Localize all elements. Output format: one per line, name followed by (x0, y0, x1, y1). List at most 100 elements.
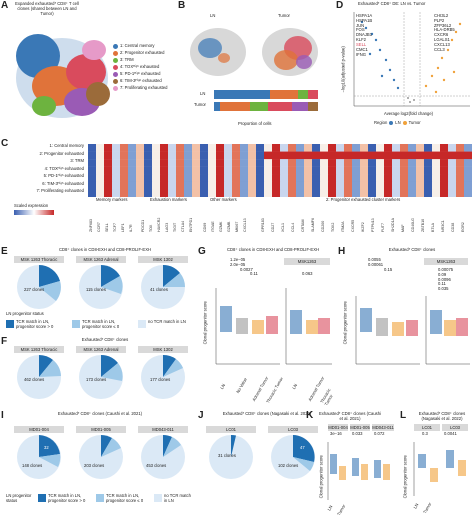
box-plots (327, 442, 390, 500)
heatmap-cell (360, 151, 369, 160)
x-label: Tumor (422, 501, 433, 515)
heatmap-cell (256, 159, 265, 167)
heatmap-cell (280, 166, 289, 175)
heatmap-cell (96, 166, 105, 175)
strip-header: MSK1263 (284, 258, 330, 265)
heatmap-cell (256, 151, 265, 160)
box-plots (413, 442, 466, 496)
heatmap-cell (400, 174, 409, 183)
panel-label: B (178, 0, 186, 11)
heatmap-cell (376, 159, 385, 167)
heatmap-cell (248, 181, 257, 190)
heatmap-cell (104, 159, 113, 167)
svg-text:ITGAE: ITGAE (211, 221, 215, 232)
svg-text:IKZF2: IKZF2 (361, 222, 365, 232)
heatmap-cell (224, 159, 233, 167)
heatmap-cell (200, 174, 209, 183)
heatmap-cell (408, 189, 417, 197)
heatmap-cell (408, 159, 417, 167)
pie-text: 227 clones (24, 287, 45, 292)
y-axis-label: Clonal progenitor score (202, 301, 208, 345)
heatmap-cell (88, 174, 97, 183)
heatmap-cell (264, 166, 273, 175)
heatmap-cell (456, 174, 465, 183)
heatmap-cell (216, 144, 225, 152)
heatmap-cell (296, 151, 305, 160)
heatmap-cell (272, 181, 281, 190)
svg-text:GZMK: GZMK (219, 221, 223, 232)
heatmap-cell (368, 159, 377, 167)
svg-text:CCR7: CCR7 (97, 222, 101, 232)
heatmap-cell (336, 159, 345, 167)
heatmap-cell (376, 166, 385, 175)
heatmap-cell (344, 151, 353, 160)
y-axis-label: −log10(adjusted p-value) (340, 46, 346, 93)
heatmap-cell (240, 144, 249, 152)
bar-row-tumor: Tumor (194, 102, 206, 107)
heatmap-cell (400, 159, 409, 167)
heatmap-cell (336, 181, 345, 190)
heatmap-cell (392, 189, 401, 197)
heatmap-cell (464, 174, 472, 183)
heatmap-cell (104, 189, 113, 197)
panel-title: Exhausted* CD8⁺ clones (Caushi et al. 20… (57, 411, 143, 416)
heatmap-cell (368, 174, 377, 183)
panel-title: Exhausted* CD8⁺ DE: LN vs. Tumor (358, 1, 426, 6)
svg-text:FUT7: FUT7 (381, 223, 385, 232)
legend: LN progenitor status TCR match in LN, pr… (6, 493, 191, 503)
pie-chart (141, 264, 186, 309)
heatmap-cell (200, 159, 209, 167)
heatmap-cell (328, 181, 337, 190)
svg-text:CD200: CD200 (321, 221, 325, 232)
heatmap-cell (352, 144, 361, 152)
heatmap (88, 144, 472, 197)
heatmap-cell (352, 159, 361, 167)
pval: 0.3 (422, 431, 428, 436)
heatmap-cell (296, 181, 305, 190)
heatmap-cell (432, 151, 441, 160)
heatmap-cell (456, 151, 465, 160)
panel-h: H Exhausted* CD8⁺ clones MSK1263 Clonal … (338, 246, 474, 408)
heatmap-cell (192, 181, 201, 190)
heatmap-cell (416, 181, 425, 190)
heatmap-cell (184, 181, 193, 190)
heatmap-cell (360, 159, 369, 167)
heatmap-cell (264, 189, 273, 197)
heatmap-cell (456, 181, 465, 190)
heatmap-cell (304, 189, 313, 197)
panel-c: C 1: Central memory 2: Progenitor exhaus… (0, 138, 474, 244)
heatmap-cell (400, 166, 409, 175)
pie-text: 148 clones (22, 463, 43, 468)
heatmap-cell (192, 151, 201, 160)
x-label: LN (412, 502, 420, 510)
heatmap-cell (376, 181, 385, 190)
heatmap-cell (408, 181, 417, 190)
heatmap-cell (352, 174, 361, 183)
heatmap-cell (248, 144, 257, 152)
heatmap-cell (280, 159, 289, 167)
strip-header: LC01 (414, 424, 440, 431)
svg-text:CTLA4: CTLA4 (181, 221, 185, 232)
heatmap-cell (128, 159, 137, 167)
panel-title: Exhausted* CD8⁺ clones (Nagasaki et al. … (222, 411, 312, 416)
heatmap-cell (176, 189, 185, 197)
heatmap-cell (448, 181, 457, 190)
panel-title: CD8⁺ clones in CD8-EXH and CD8-PROLIF-EX… (226, 247, 320, 252)
heatmap-cell (144, 189, 153, 197)
panel-title: Exhausted* CD8⁺ clones (Nagasaki et al. … (418, 411, 466, 421)
heatmap-cell (392, 159, 401, 167)
heatmap-cell (184, 144, 193, 152)
heatmap-cell (320, 144, 329, 152)
heatmap-cell (224, 181, 233, 190)
heatmap-cell (160, 189, 169, 197)
heatmap-cell (336, 189, 345, 197)
panel-label: L (400, 410, 407, 421)
pie-chart (79, 354, 123, 399)
svg-text:SLAMF6: SLAMF6 (311, 218, 315, 232)
x-label: LN (326, 504, 334, 512)
svg-text:LAG3: LAG3 (165, 223, 169, 232)
umap-plot (16, 34, 110, 118)
heatmap-cell (216, 159, 225, 167)
heatmap-cell (416, 166, 425, 175)
heatmap-cell (96, 189, 105, 197)
